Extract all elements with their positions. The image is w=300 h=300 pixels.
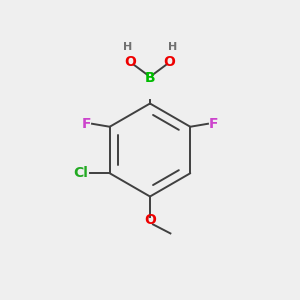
Text: H: H xyxy=(123,42,132,52)
Text: O: O xyxy=(144,214,156,227)
Text: F: F xyxy=(208,117,218,131)
Text: Cl: Cl xyxy=(73,166,88,180)
Text: B: B xyxy=(145,71,155,85)
Text: H: H xyxy=(168,42,177,52)
Text: O: O xyxy=(124,55,136,68)
Text: O: O xyxy=(164,55,175,68)
Text: F: F xyxy=(82,117,92,131)
